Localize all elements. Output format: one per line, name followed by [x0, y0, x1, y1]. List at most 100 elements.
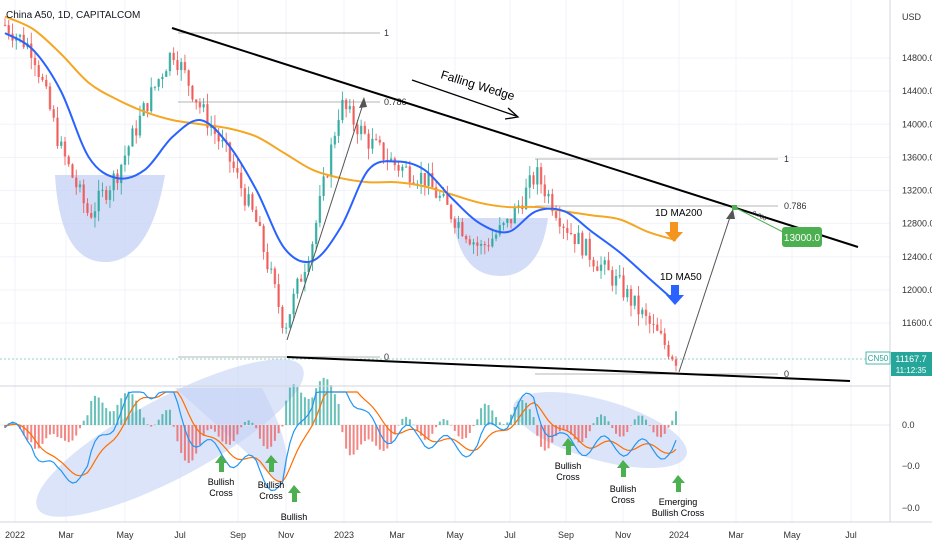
candle-body: [299, 278, 303, 282]
histogram-bar: [633, 419, 636, 425]
candle-body: [273, 268, 277, 285]
symbol-title: China A50, 1D, CAPITALCOM: [6, 10, 140, 21]
candle-body: [543, 184, 546, 197]
target-green-line: [735, 207, 784, 233]
candle-body: [221, 140, 224, 142]
candle-body: [404, 166, 408, 168]
candle-body: [18, 34, 22, 37]
candle-body: [356, 124, 359, 135]
price-tick-label: 14800.0: [902, 53, 932, 63]
last-price-badge: [891, 352, 932, 376]
histogram-bar: [382, 425, 385, 451]
time-labels: 2022 Mar May Jul Sep Nov 2023 Mar May Jul Sep Nov 20…: [5, 530, 857, 540]
histogram-bar: [210, 425, 213, 429]
histogram-bar: [300, 392, 303, 425]
histogram-bar: [262, 425, 265, 447]
candle-body: [333, 135, 337, 145]
candle-body: [60, 141, 63, 146]
histogram-bar: [461, 425, 464, 440]
last-symbol-label: CN50: [868, 354, 889, 363]
price-ticks: 14800.0 14400.0 14000.0 13600.0 13200.0 12800…: [902, 53, 932, 328]
candle-body: [266, 252, 269, 270]
candle-body: [412, 182, 415, 184]
candle-body: [671, 356, 674, 360]
bullish-cross-5b: Cross: [611, 495, 635, 505]
histogram-bar: [435, 425, 438, 428]
histogram-bar: [603, 416, 606, 425]
candle-body: [138, 115, 142, 136]
histogram-bar: [33, 425, 36, 449]
candle-body: [251, 194, 254, 210]
histogram-bar: [198, 425, 201, 445]
histogram-bar: [465, 425, 468, 438]
histogram-bar: [453, 425, 456, 431]
candle-body: [296, 278, 299, 294]
histogram-bar: [270, 425, 273, 447]
time-axis-label: Jul: [174, 530, 186, 540]
candle-body: [431, 173, 434, 188]
histogram-bar: [468, 425, 471, 433]
histogram-bar: [622, 425, 625, 437]
candle-body: [202, 104, 205, 108]
histogram-bar: [168, 409, 171, 425]
time-axis-label: Sep: [230, 530, 246, 540]
histogram-bar: [356, 425, 359, 450]
histogram-bar: [266, 425, 269, 449]
ma50-arrow: [666, 285, 684, 305]
histogram-bar: [337, 403, 340, 425]
time-axis-label: Mar: [389, 530, 405, 540]
fib-left-786-label: 0.786: [384, 97, 407, 107]
histogram-bar: [483, 403, 486, 425]
histogram-bar: [101, 402, 104, 425]
macd-tick-label: 0.0: [902, 420, 915, 430]
candle-body: [258, 221, 262, 226]
wedge-upper-line[interactable]: [171, 27, 859, 248]
candle-body: [502, 222, 505, 226]
histogram-bar: [52, 425, 55, 435]
histogram-bar: [56, 425, 59, 437]
histogram-bar: [135, 400, 138, 425]
candle-body: [82, 184, 85, 204]
time-axis-label: May: [446, 530, 464, 540]
candle-body: [626, 288, 629, 298]
histogram-bar: [90, 400, 93, 425]
candle-body: [157, 79, 160, 87]
projection-arrow-right: [678, 213, 732, 373]
candle-body: [494, 234, 498, 239]
price-axis[interactable]: [890, 0, 932, 522]
histogram-bar: [615, 425, 618, 434]
bullish-cross-4a: Bullish: [555, 461, 582, 471]
histogram-bar: [303, 397, 306, 425]
histogram-bar: [656, 425, 659, 437]
candle-body: [378, 139, 382, 143]
bullish-cross-1b: Cross: [209, 488, 233, 498]
histogram-bar: [423, 425, 426, 440]
candle-body: [382, 142, 385, 160]
histogram-bar: [86, 415, 89, 425]
histogram-bar: [75, 425, 78, 436]
candle-body: [479, 244, 483, 246]
emerging-cross-b: Bullish Cross: [652, 508, 705, 518]
price-tick-label: 12800.0: [902, 219, 932, 229]
candle-body: [554, 211, 558, 219]
candle-body: [322, 176, 325, 196]
time-axis[interactable]: [0, 522, 890, 550]
candle-body: [464, 236, 468, 240]
histogram-bar: [318, 381, 321, 425]
candle-body: [509, 218, 513, 224]
histogram-bar: [416, 425, 419, 432]
candle-body: [524, 187, 528, 210]
histogram-bar: [97, 397, 100, 425]
bullish-cross-2a: Bullish: [258, 480, 285, 490]
histogram-bar: [446, 420, 449, 425]
histogram-bar: [472, 425, 475, 426]
candle-body: [344, 99, 348, 110]
candle-body: [584, 238, 588, 256]
wedge-lower-line[interactable]: [286, 356, 851, 382]
histogram-bar: [506, 422, 509, 425]
candle-body: [618, 275, 621, 277]
histogram-bar: [663, 425, 666, 434]
histogram-bar: [570, 425, 573, 435]
candle-body: [277, 284, 280, 307]
